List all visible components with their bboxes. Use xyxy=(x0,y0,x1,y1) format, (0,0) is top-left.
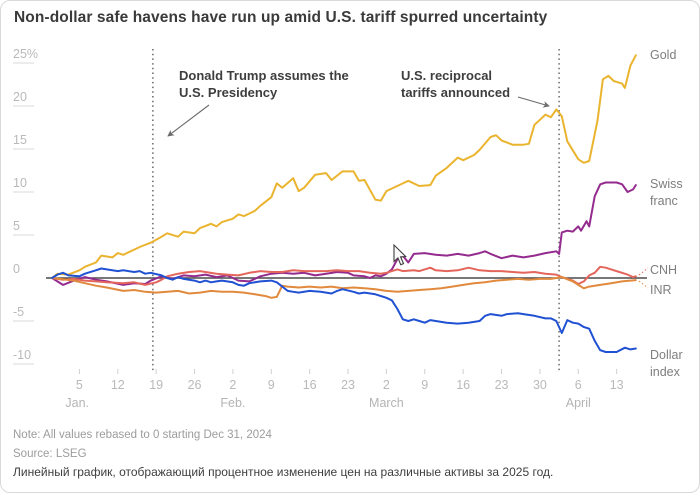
x-axis-label: 23 xyxy=(495,378,509,392)
month-label: April xyxy=(566,396,591,410)
y-axis-label: 0 xyxy=(13,262,20,276)
annotation-line: tariffs announced xyxy=(401,85,511,100)
x-axis-label: 6 xyxy=(575,378,582,392)
legend-leader-cnh xyxy=(638,267,649,276)
annotation-trump-inauguration: Donald Trump assumes the U.S. Presidency xyxy=(179,67,349,101)
y-axis-label: 10 xyxy=(13,176,27,190)
y-axis-label: 25% xyxy=(13,47,38,61)
month-label: March xyxy=(369,396,404,410)
annotation-reciprocal-tariffs: U.S. reciprocal tariffs announced xyxy=(401,67,510,101)
legend-leader-inr xyxy=(638,280,649,289)
month-label: Jan. xyxy=(65,396,89,410)
chart-caption: Линейный график, отображающий процентное… xyxy=(13,465,554,479)
x-axis-label: 26 xyxy=(188,378,202,392)
page-title: Non-dollar safe havens have run up amid … xyxy=(14,9,548,26)
annotation-line: U.S. Presidency xyxy=(179,85,278,100)
x-axis-label: 16 xyxy=(456,378,470,392)
y-axis-label: -5 xyxy=(13,305,24,319)
chart-plot: 25% 20 15 10 5 0 -5 -10 5 12 19 26 2 9 16 23 2 9 16 23 30 6 13… xyxy=(13,47,649,410)
x-axis-label: 30 xyxy=(533,378,547,392)
series-line-dollar-index xyxy=(51,267,637,353)
y-axis-label: 5 xyxy=(13,219,20,233)
series-line-inr xyxy=(51,276,637,299)
x-axis-label: 2 xyxy=(383,378,390,392)
x-axis-label: 19 xyxy=(149,378,163,392)
y-axis-label: 15 xyxy=(13,133,27,147)
series-line-cnh xyxy=(51,265,637,286)
series-line-swiss-franc xyxy=(51,181,637,286)
annotation-arrow-tariffs xyxy=(517,96,550,108)
x-axis-label: 23 xyxy=(341,378,355,392)
x-axis-label: 9 xyxy=(268,378,275,392)
x-axis-label: 5 xyxy=(76,378,83,392)
annotation-line: Donald Trump assumes the xyxy=(179,68,349,83)
x-axis-label: 16 xyxy=(303,378,317,392)
y-axis-label: -10 xyxy=(13,348,31,362)
chart-note: Note: All values rebased to 0 starting D… xyxy=(13,429,272,441)
month-label: Feb. xyxy=(220,396,245,410)
annotation-arrow-trump xyxy=(167,104,210,137)
chart-source: Source: LSEG xyxy=(13,448,87,460)
mouse-cursor-icon xyxy=(393,243,407,266)
annotation-line: U.S. reciprocal xyxy=(401,68,493,83)
x-axis-label: 9 xyxy=(421,378,428,392)
series-line-gold xyxy=(51,54,637,279)
x-axis-label: 2 xyxy=(229,378,236,392)
x-axis-label: 12 xyxy=(111,378,125,392)
x-axis-label: 13 xyxy=(610,378,624,392)
y-axis-label: 20 xyxy=(13,90,27,104)
